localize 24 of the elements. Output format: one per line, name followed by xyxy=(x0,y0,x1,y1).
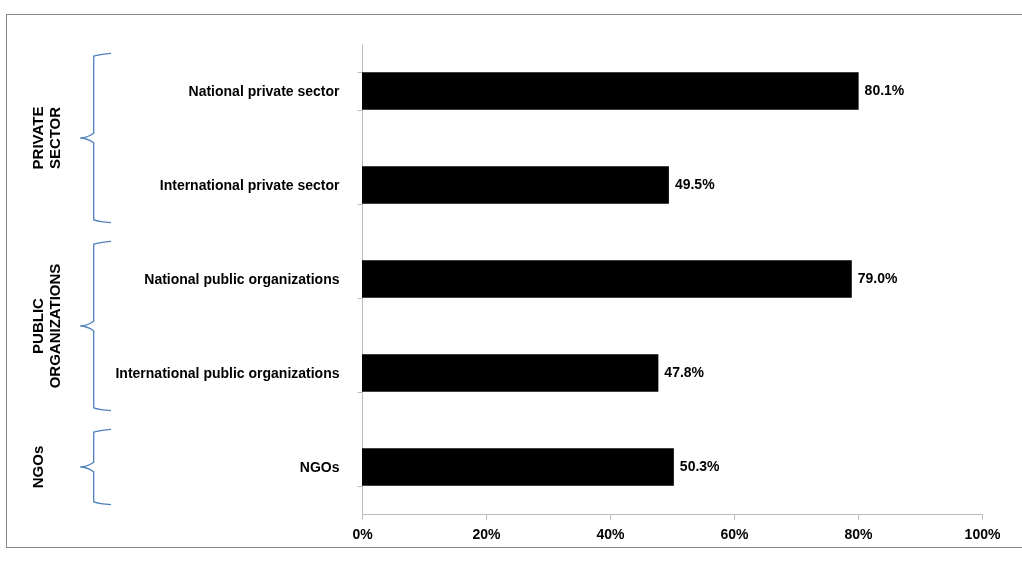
data-label: 47.8% xyxy=(664,364,705,380)
x-tick-label: 40% xyxy=(596,525,626,542)
text: PRIVATE SECTOR xyxy=(28,106,63,170)
x-tick-label: 0% xyxy=(352,525,374,542)
bar xyxy=(362,260,852,298)
bar xyxy=(362,448,674,486)
x-tick-label: 80% xyxy=(844,525,874,542)
y-tick-label: International private sector xyxy=(159,176,341,193)
y-tick-label: International public organizations xyxy=(115,364,340,381)
data-label: 49.5% xyxy=(674,176,716,192)
bar xyxy=(362,354,659,392)
y-tick-label: National public organizations xyxy=(144,270,340,287)
data-label: 50.3% xyxy=(679,458,721,474)
y-tick-label: NGOs xyxy=(299,458,340,475)
x-tick-label: 20% xyxy=(472,525,502,542)
text: NGOs xyxy=(28,445,46,489)
bar xyxy=(362,72,859,110)
y-tick-label: National private sector xyxy=(188,82,341,99)
data-label: 79.0% xyxy=(857,270,899,286)
x-tick-label: 100% xyxy=(964,525,1001,542)
data-label: 80.1% xyxy=(864,82,905,98)
bar xyxy=(362,166,669,204)
text: PUBLIC ORGANIZATIONS xyxy=(28,263,63,389)
x-tick-label: 60% xyxy=(720,525,750,542)
